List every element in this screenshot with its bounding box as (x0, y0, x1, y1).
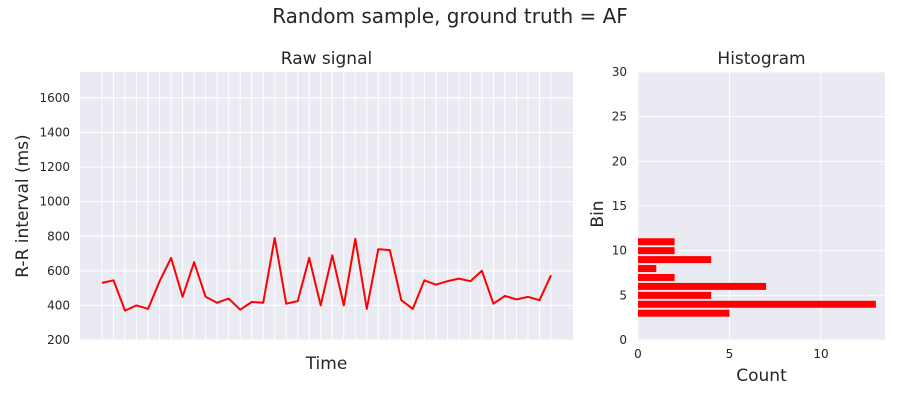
histogram-x-tick-label: 10 (813, 347, 828, 361)
histogram-title: Histogram (717, 49, 805, 69)
histogram-y-tick-label: 20 (612, 154, 627, 168)
raw-signal-y-tick-label: 1000 (39, 195, 70, 209)
raw-signal-y-axis-label: R-R interval (ms) (13, 134, 33, 277)
figure-title: Random sample, ground truth = AF (272, 4, 628, 28)
histogram-bar (638, 282, 767, 290)
raw-signal-y-tick-label: 800 (47, 229, 70, 243)
histogram-x-tick-label: 0 (634, 347, 642, 361)
histogram-bar (638, 238, 675, 246)
raw-signal-y-tick-label: 1200 (39, 160, 70, 174)
histogram-x-tick-label: 5 (726, 347, 734, 361)
histogram-bars (638, 238, 876, 317)
histogram-bar (638, 291, 712, 299)
raw-signal-x-axis-label: Time (305, 354, 348, 374)
histogram-grid (637, 71, 885, 341)
raw-signal-title: Raw signal (281, 49, 372, 69)
histogram-y-axis-label: Bin (588, 200, 608, 227)
histogram-bar (638, 273, 675, 281)
histogram-panel: 0 5 10 0 5 10 15 20 25 30 Histogram Count Bin (588, 49, 885, 386)
raw-signal-y-tick-label: 200 (47, 333, 70, 347)
raw-signal-y-tick-label: 1600 (39, 91, 70, 105)
histogram-bar (638, 309, 730, 317)
histogram-bar (638, 247, 675, 255)
histogram-bar (638, 256, 712, 264)
raw-signal-line (101, 237, 552, 312)
histogram-y-tick-label: 5 (619, 288, 627, 302)
histogram-bar (638, 265, 657, 273)
histogram-y-tick-label: 0 (619, 333, 627, 347)
raw-signal-series (101, 237, 552, 312)
histogram-y-tick-label: 25 (612, 110, 627, 124)
raw-signal-y-tick-label: 600 (47, 264, 70, 278)
raw-signal-y-ticks: 200 400 600 800 1000 1200 1400 1600 (39, 91, 70, 347)
histogram-x-axis-label: Count (736, 366, 787, 386)
histogram-y-tick-label: 15 (612, 199, 627, 213)
histogram-y-tick-label: 30 (612, 65, 627, 79)
histogram-bar (638, 300, 876, 308)
histogram-y-tick-label: 10 (612, 244, 627, 258)
raw-signal-y-tick-label: 1400 (39, 126, 70, 140)
histogram-ticks: 0 5 10 0 5 10 15 20 25 30 (612, 65, 829, 361)
raw-signal-y-tick-label: 400 (47, 298, 70, 312)
